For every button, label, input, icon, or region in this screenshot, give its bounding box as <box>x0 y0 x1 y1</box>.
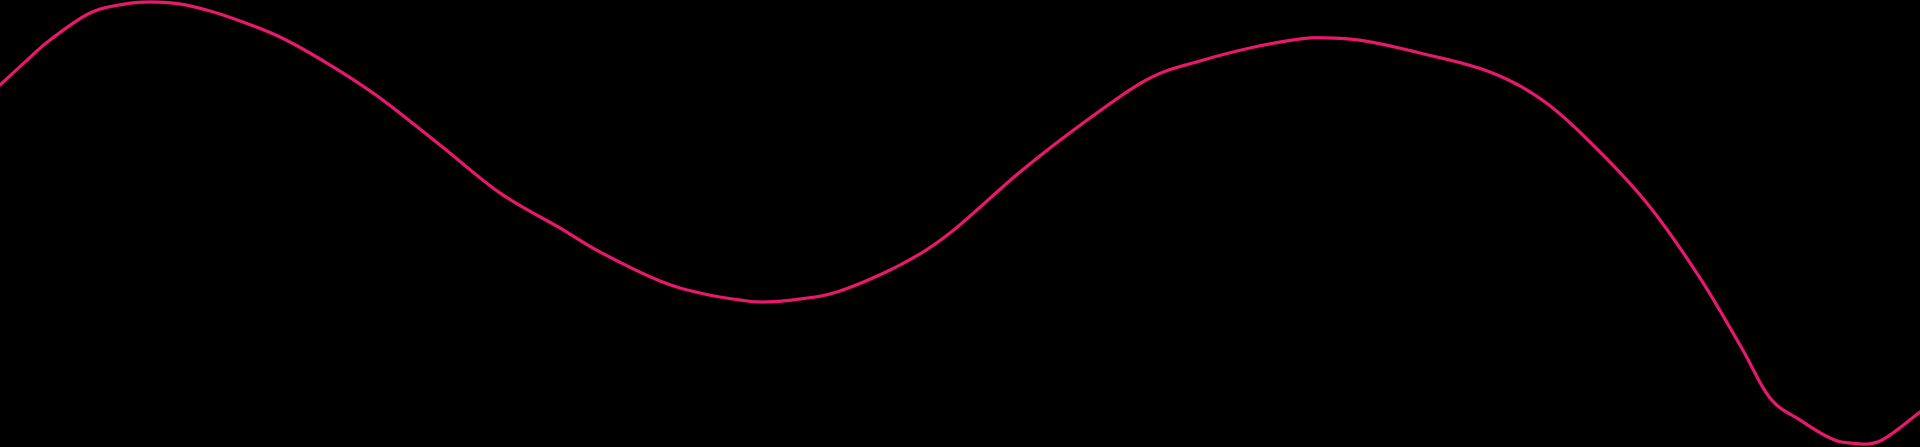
wave-background <box>0 0 1920 447</box>
wave-curve <box>0 0 1920 446</box>
wave-canvas <box>0 0 1920 446</box>
